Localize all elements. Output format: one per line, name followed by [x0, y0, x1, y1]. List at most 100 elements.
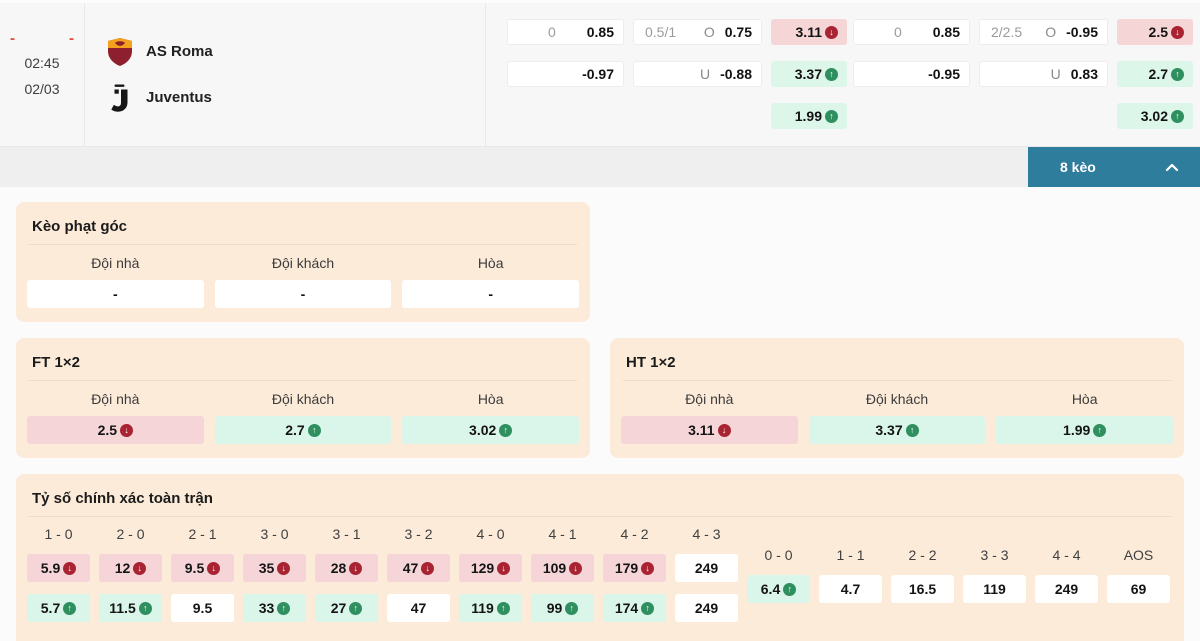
draw-odds-cell[interactable]: 69 [1107, 575, 1170, 603]
ht-1x2-panel: HT 1×2 Đội nhà Đội khách Hòa 3.11 ↓ 3.37… [610, 338, 1184, 458]
draw-column-1-1: 1 - 1 4.7 [819, 547, 882, 634]
trend-up-icon: ↑ [825, 109, 838, 123]
score-odds-top-cell[interactable]: 109 ↓ [531, 554, 594, 582]
ft-draw-cell[interactable]: 3.02 ↑ [402, 416, 579, 444]
score-label: 1 - 1 [836, 547, 865, 563]
score-odds-bottom-cell[interactable]: 9.5 [171, 594, 234, 622]
score-odds-top-cell[interactable]: 35 ↓ [243, 554, 306, 582]
score-label: 4 - 4 [1052, 547, 1081, 563]
trend-up-icon: ↑ [1171, 109, 1184, 123]
1x2-away-cell[interactable]: 2.7 ↑ [1117, 61, 1193, 87]
ou-under-cell[interactable]: U 0.83 [979, 61, 1108, 87]
corner-away-cell[interactable]: - [214, 280, 392, 308]
hdp-home-cell[interactable]: 0 0.85 [507, 19, 624, 45]
match-date: 02/03 [24, 81, 60, 97]
ft-draw-value: 3.02 [469, 422, 497, 438]
score-odds-top-cell[interactable]: 47 ↓ [387, 554, 450, 582]
keo-count-label: 8 kèo [1060, 159, 1096, 175]
ft-headers: Đội nhà Đội khách Hòa [27, 391, 579, 407]
team-row-away[interactable]: Juventus [106, 83, 485, 113]
score-odds-value: 249 [694, 560, 719, 576]
trend-down-icon: ↓ [1171, 25, 1184, 39]
hdp-away-cell[interactable]: -0.97 [507, 61, 624, 87]
score-odds-bottom-cell[interactable]: 33 ↑ [243, 594, 306, 622]
1x2-home-cell[interactable]: 3.11 ↓ [771, 19, 847, 45]
score-odds-top-cell[interactable]: 28 ↓ [315, 554, 378, 582]
trend-up-icon: ↑ [277, 601, 291, 615]
ft-away-cell[interactable]: 2.7 ↑ [214, 416, 392, 444]
score-odds-value: 35 [258, 560, 275, 576]
teams-column: AS Roma Juventus [85, 3, 486, 146]
over-odds: -0.95 [1066, 24, 1098, 40]
score-label: 4 - 1 [548, 526, 577, 542]
away-team-name: Juventus [146, 89, 212, 106]
home-header: Đội nhà [91, 391, 140, 407]
score-odds-bottom-cell[interactable]: 47 [387, 594, 450, 622]
score-odds-value: 119 [983, 581, 1006, 597]
corner-draw-value: - [488, 286, 493, 302]
score-odds-top-cell[interactable]: 249 [675, 554, 738, 582]
1x2-home-cell[interactable]: 2.5 ↓ [1117, 19, 1193, 45]
as-roma-crest-icon [106, 37, 133, 67]
score-odds-bottom-cell[interactable]: 174 ↑ [603, 594, 666, 622]
ht-draw-cell[interactable]: 1.99 ↑ [996, 416, 1173, 444]
hdp-home-cell[interactable]: 0 0.85 [853, 19, 970, 45]
ht-away-cell[interactable]: 3.37 ↑ [808, 416, 986, 444]
score-odds-value: 27 [330, 600, 347, 616]
score-label: 3 - 1 [332, 526, 361, 542]
trend-down-icon: ↓ [207, 561, 221, 575]
draw-odds-cell[interactable]: 119 [963, 575, 1026, 603]
ou-over-cell[interactable]: 2/2.5 O -0.95 [979, 19, 1108, 45]
score-odds-value: 28 [330, 560, 347, 576]
score-label: 4 - 3 [692, 526, 721, 542]
draw-odds-cell[interactable]: 249 [1035, 575, 1098, 603]
score-odds-bottom-cell[interactable]: 249 [675, 594, 738, 622]
draw-odds-cell[interactable]: 6.4 ↑ [747, 575, 810, 603]
hdp-away-cell[interactable]: -0.95 [853, 61, 970, 87]
score-label: 0 - 0 [764, 547, 793, 563]
score-odds-bottom-cell[interactable]: 99 ↑ [531, 594, 594, 622]
ou-under-cell[interactable]: U -0.88 [633, 61, 762, 87]
score-column-4-0: 4 - 0 129 ↓ 119 ↑ [459, 526, 522, 634]
1x2-away-odds: 3.37 [794, 66, 822, 82]
score-row: - - [9, 31, 75, 46]
score-odds-bottom-cell[interactable]: 11.5 ↑ [99, 594, 162, 622]
score-column-2-1: 2 - 1 9.5 ↓ 9.5 [171, 526, 234, 634]
score-label: 1 - 0 [44, 526, 73, 542]
draw-odds-cell[interactable]: 4.7 [819, 575, 882, 603]
score-odds-value: 119 [471, 600, 494, 616]
score-odds-value: 69 [1130, 581, 1147, 597]
away-header: Đội khách [271, 391, 335, 407]
draw-column-0-0: 0 - 0 6.4 ↑ [747, 547, 810, 634]
score-odds-top-cell[interactable]: 9.5 ↓ [171, 554, 234, 582]
trend-down-icon: ↓ [63, 561, 77, 575]
score-odds-bottom-cell[interactable]: 5.7 ↑ [27, 594, 90, 622]
score-odds-bottom-cell[interactable]: 27 ↑ [315, 594, 378, 622]
ou-line: 0.5/1 [645, 24, 677, 40]
trend-down-icon: ↓ [277, 561, 291, 575]
trend-down-icon: ↓ [825, 25, 838, 39]
empty-cell [979, 103, 1108, 129]
corner-draw-cell[interactable]: - [402, 280, 579, 308]
keo-count-button[interactable]: 8 kèo [1028, 147, 1200, 187]
corner-home-cell[interactable]: - [27, 280, 204, 308]
ou-over-cell[interactable]: 0.5/1 O 0.75 [633, 19, 762, 45]
score-odds-top-cell[interactable]: 179 ↓ [603, 554, 666, 582]
score-odds-top-cell[interactable]: 12 ↓ [99, 554, 162, 582]
score-odds-bottom-cell[interactable]: 119 ↑ [459, 594, 522, 622]
1x2-away-cell[interactable]: 3.37 ↑ [771, 61, 847, 87]
score-odds-value: 5.7 [40, 600, 61, 616]
draw-odds-cell[interactable]: 16.5 [891, 575, 954, 603]
corner-values: - - - [27, 280, 579, 308]
team-row-home[interactable]: AS Roma [106, 37, 485, 67]
score-odds-top-cell[interactable]: 129 ↓ [459, 554, 522, 582]
hdp-away-odds: -0.95 [928, 66, 960, 82]
1x2-draw-cell[interactable]: 3.02 ↑ [1117, 103, 1193, 129]
over-label: O [703, 24, 715, 40]
ht-home-cell[interactable]: 3.11 ↓ [621, 416, 798, 444]
ft-home-cell[interactable]: 2.5 ↓ [27, 416, 204, 444]
1x2-draw-cell[interactable]: 1.99 ↑ [771, 103, 847, 129]
draw-column-2-2: 2 - 2 16.5 [891, 547, 954, 634]
score-odds-value: 249 [1054, 581, 1079, 597]
score-odds-top-cell[interactable]: 5.9 ↓ [27, 554, 90, 582]
